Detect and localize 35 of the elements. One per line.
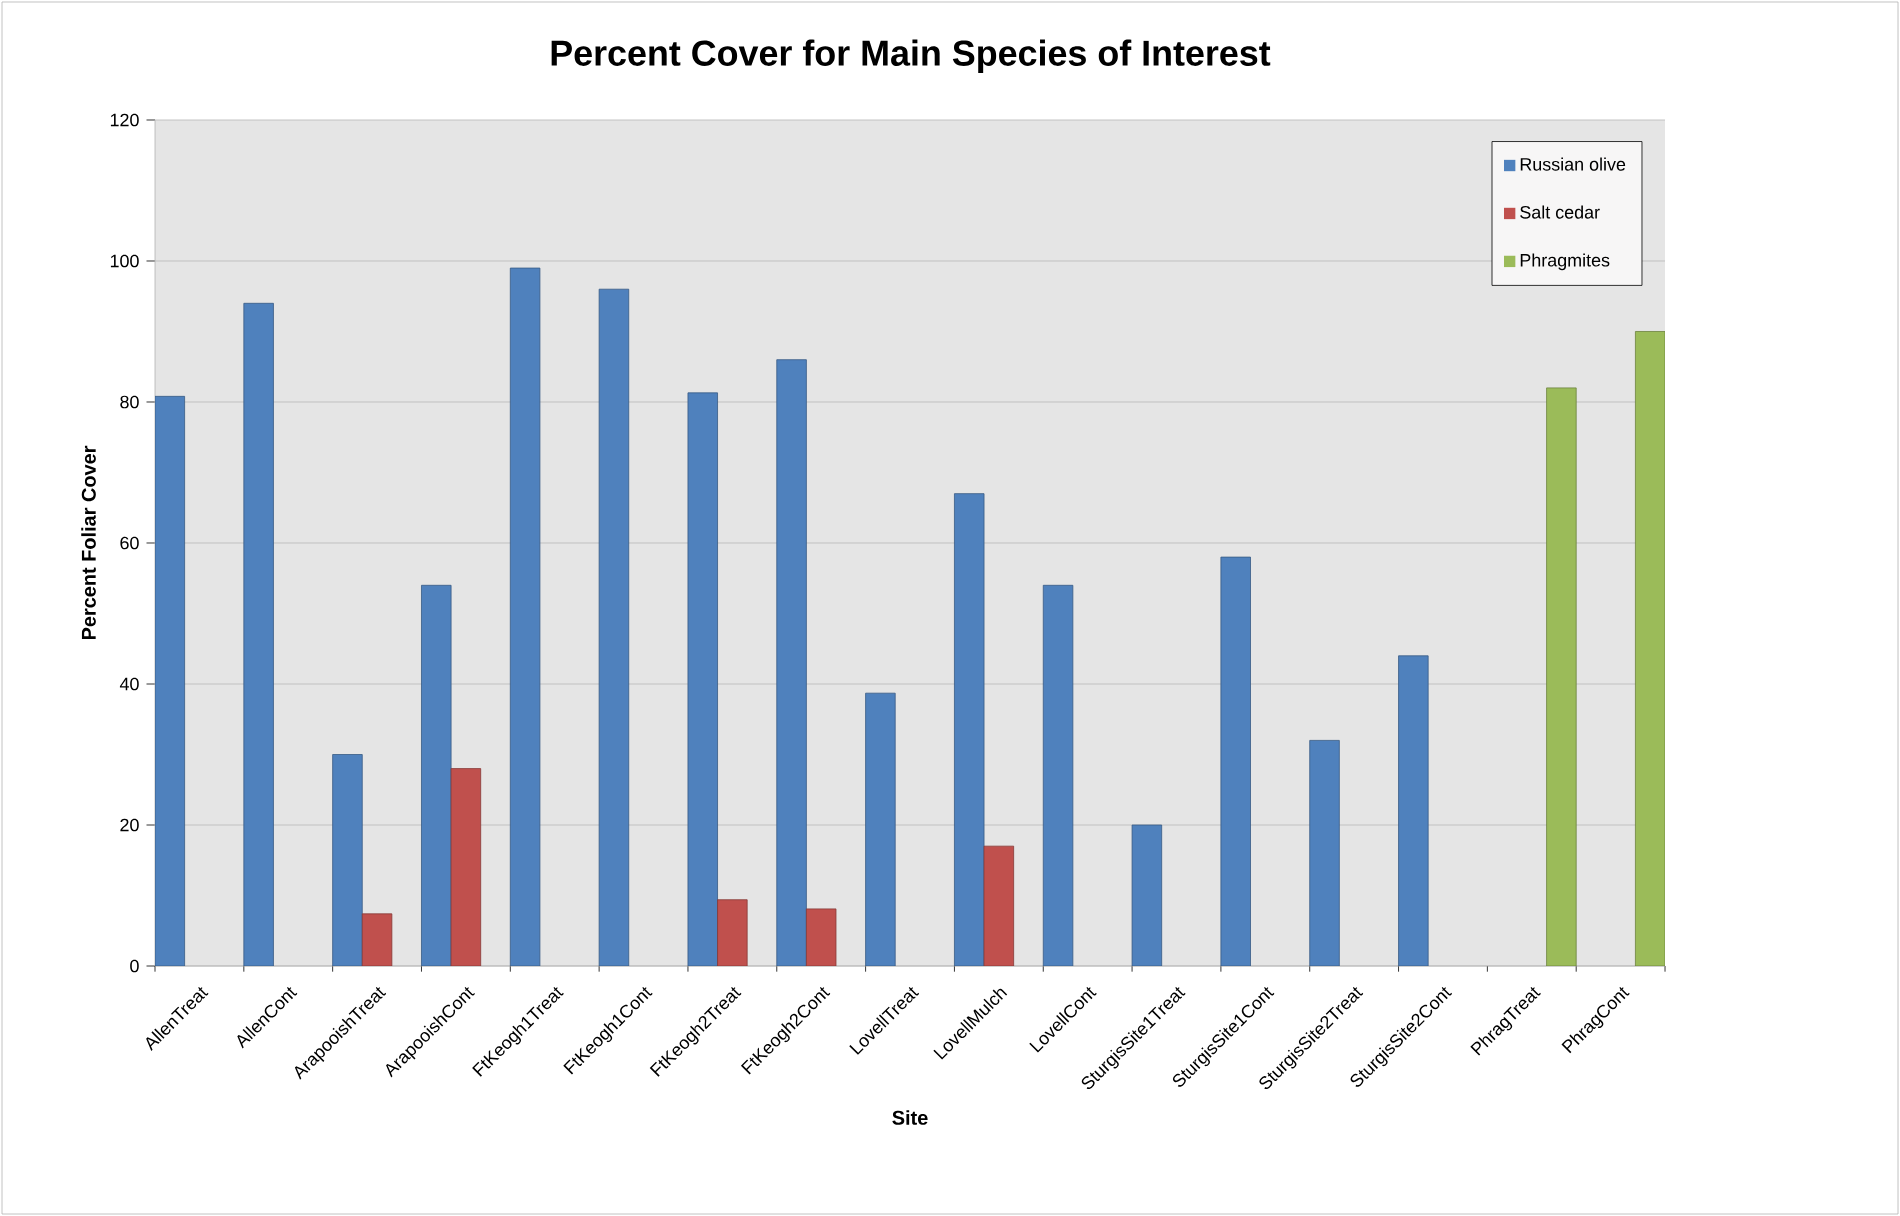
y-axis-title: Percent Foliar Cover (81, 445, 96, 640)
bar (865, 692, 896, 966)
legend-label: Russian olive (1520, 157, 1626, 171)
bar (450, 768, 482, 966)
bar (1635, 331, 1666, 966)
y-tick-label: 100 (110, 254, 139, 268)
bar (805, 908, 837, 966)
bar (1042, 584, 1074, 966)
x-axis-title: Site (892, 1110, 928, 1125)
y-tick-label: 120 (110, 113, 139, 127)
y-tick-label: 40 (119, 677, 139, 691)
bar (1398, 655, 1429, 966)
bar (361, 913, 393, 966)
bar (1309, 740, 1340, 966)
y-tick-label: 20 (120, 818, 139, 832)
bar (421, 584, 452, 966)
bar (776, 359, 807, 966)
y-tick-label: 0 (130, 959, 139, 973)
chart-title: Percent Cover for Main Species of Interest (551, 39, 1271, 73)
bar (983, 845, 1015, 966)
bar (687, 392, 718, 966)
bar (1131, 824, 1163, 966)
bar (243, 302, 274, 966)
bar (1546, 387, 1577, 966)
bar (332, 754, 363, 966)
y-tick-label: 60 (120, 536, 139, 550)
legend-label: Phragmites (1520, 253, 1610, 271)
y-tick-label: 80 (120, 395, 139, 409)
bar (598, 288, 630, 966)
bar (509, 267, 541, 966)
legend-label: Salt cedar (1520, 205, 1600, 219)
bar (717, 899, 748, 966)
bar (1220, 556, 1251, 966)
bar (954, 493, 985, 966)
bar (155, 395, 186, 966)
